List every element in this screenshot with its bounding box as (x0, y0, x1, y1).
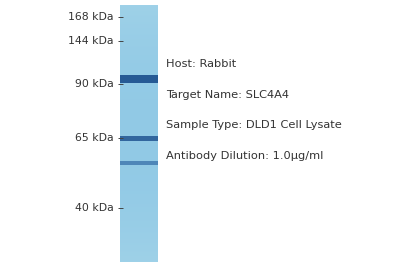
Bar (120, 136, 158, 141)
Text: 65 kDa: 65 kDa (75, 132, 114, 143)
Text: Sample Type: DLD1 Cell Lysate: Sample Type: DLD1 Cell Lysate (166, 120, 342, 131)
Bar (120, 75, 158, 83)
Text: 40 kDa: 40 kDa (75, 203, 114, 213)
Text: Antibody Dilution: 1.0µg/ml: Antibody Dilution: 1.0µg/ml (166, 151, 323, 161)
Text: 168 kDa: 168 kDa (68, 12, 114, 22)
Text: Target Name: SLC4A4: Target Name: SLC4A4 (166, 90, 289, 100)
Text: Host: Rabbit: Host: Rabbit (166, 59, 236, 69)
Text: 90 kDa: 90 kDa (75, 79, 114, 89)
Bar (120, 161, 158, 165)
Text: 144 kDa: 144 kDa (68, 36, 114, 46)
